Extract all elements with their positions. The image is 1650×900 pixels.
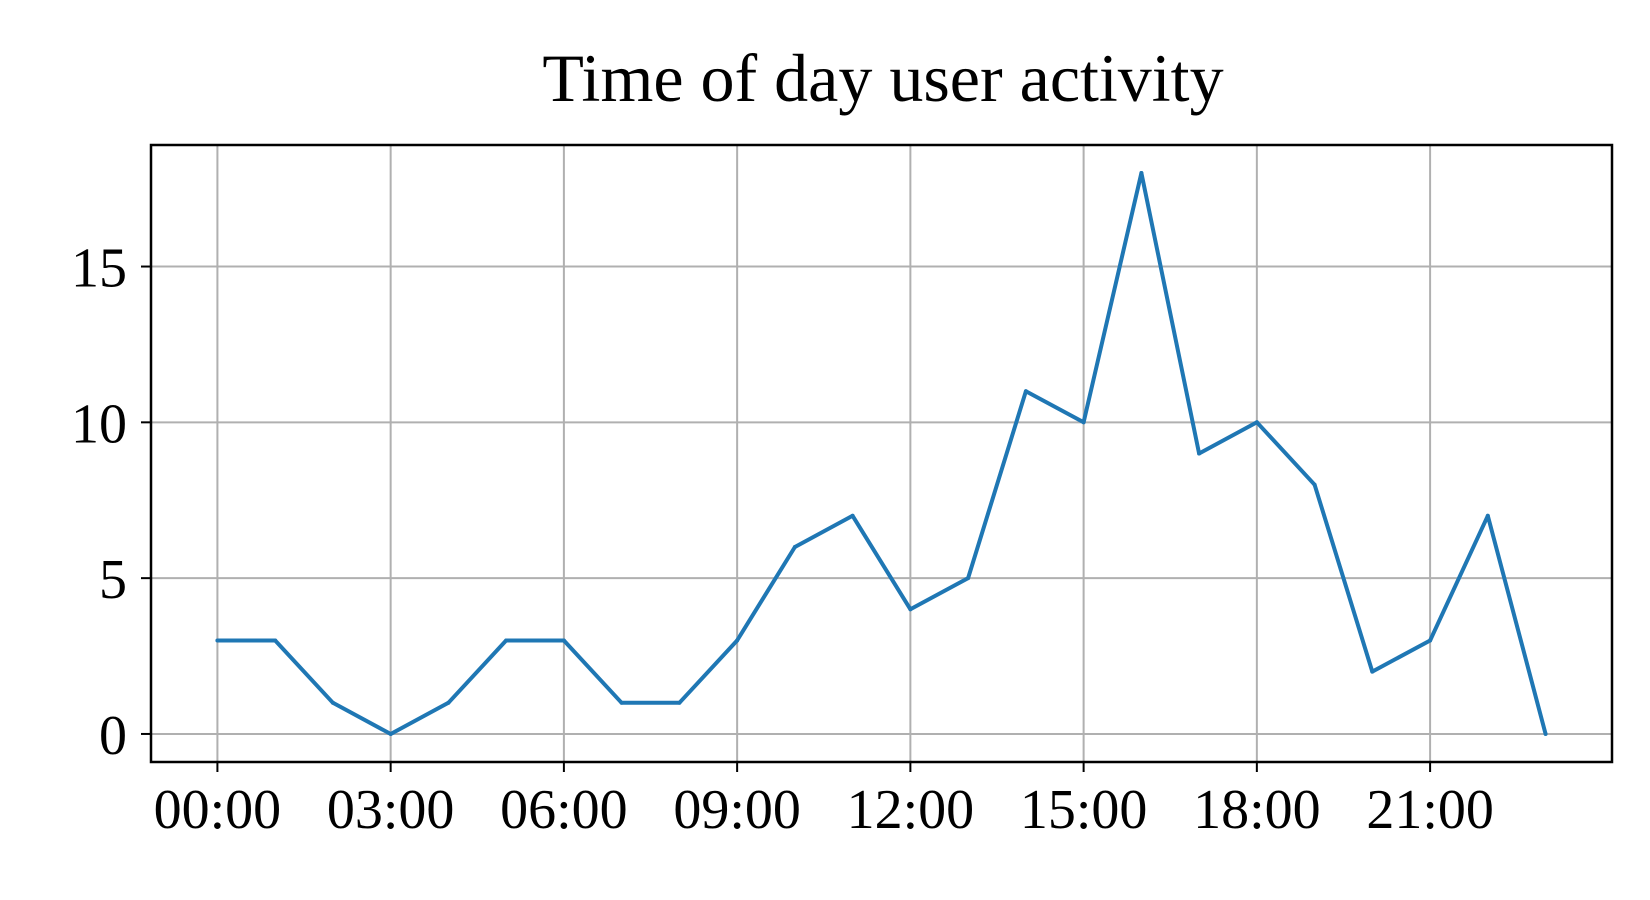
y-tick-label: 10 [71,393,127,455]
data-point [446,700,451,705]
data-point [1543,732,1548,736]
data-point [1081,420,1086,425]
x-tick-label: 21:00 [1366,779,1494,841]
data-point [1139,171,1144,175]
data-point [1254,420,1259,425]
y-tick-label: 15 [71,238,127,300]
data-point [330,700,335,705]
data-point [1485,513,1490,518]
plot-frame [149,143,1614,764]
series-line [217,171,1548,736]
data-point [908,607,913,612]
data-point [561,638,566,643]
x-tick-label: 12:00 [847,779,975,841]
y-tick-label: 0 [99,705,127,767]
x-tick-label: 09:00 [673,779,801,841]
ticks [141,265,1432,772]
data-point [1428,638,1433,643]
series-layer [215,171,1548,736]
data-point [1197,451,1202,456]
data-point [1023,389,1028,394]
data-point [966,576,971,581]
data-point [273,638,278,643]
data-point [619,700,624,705]
x-tick-label: 06:00 [500,779,628,841]
data-point [504,638,509,643]
data-point [677,700,682,705]
x-tick-label: 18:00 [1193,779,1321,841]
data-point [850,513,855,518]
x-tick-label: 15:00 [1020,779,1148,841]
data-point [792,545,797,549]
x-tick-label: 03:00 [327,779,455,841]
data-point [735,638,740,643]
data-point [1370,669,1375,674]
data-point [388,732,393,736]
grid [151,145,1612,762]
x-tick-label: 00:00 [154,779,282,841]
data-point [1312,482,1317,487]
y-tick-label: 5 [99,549,127,611]
tick-labels: 00:00 03:00 06:00 09:00 12:00 15:00 18:00 21:00… [71,238,1494,841]
chart-title: Time of day user activity [542,40,1223,116]
data-point [215,638,220,643]
